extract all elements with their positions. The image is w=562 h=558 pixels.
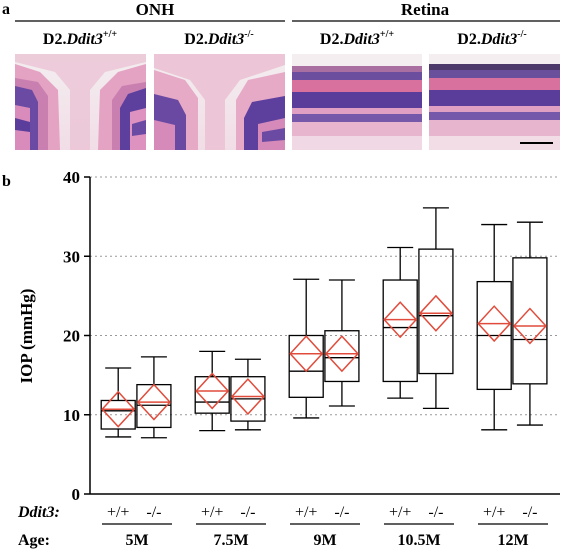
image-header-retina-ko: D2.Ddit3-/- [457,29,526,48]
image-header-retina-wt: D2.Ddit3+/+ [320,29,394,48]
y-tick-label: 20 [63,327,80,346]
genotype-label: -/- [146,504,161,521]
age-label: 12M [497,532,528,549]
box-5M-ko [136,356,172,439]
age-label: 7.5M [213,532,248,549]
genotype-row-label: Ddit3: [17,504,60,521]
box-plots [100,207,548,439]
genotype-label: -/- [334,504,349,521]
box-iqr [382,279,418,383]
age-label: 9M [313,532,336,549]
panel-a-label: a [2,1,10,18]
genotype-label: +/+ [483,504,506,521]
box-12M-wt [476,223,512,431]
box-9M-ko [324,279,360,407]
box-12M-ko [512,221,548,426]
age-label: 5M [125,532,148,549]
retina-ko-micrograph [429,54,560,150]
box-5M-wt [100,367,136,438]
box-10.5M-ko [418,207,454,410]
genotype-label: +/+ [201,504,224,521]
box-iqr [324,330,360,383]
box-10.5M-wt [382,246,418,399]
box-iqr [194,376,230,414]
x-axis: +/+ -/- 5M +/+ -/- 7.5M +/+ -/- 9M +/+ -/- 10.5M +/+… [102,504,548,549]
image-header-onh-wt: D2.Ddit3+/+ [43,29,117,48]
y-tick-label: 10 [63,406,80,425]
box-iqr [288,334,324,398]
panel-b-label: b [2,173,11,190]
onh-ko-micrograph [154,54,285,150]
y-tick-label: 30 [63,247,80,266]
genotype-label: -/- [240,504,255,521]
box-iqr [100,399,136,430]
image-header-onh-ko: D2.Ddit3-/- [184,29,253,48]
box-7.5M-ko [230,358,266,431]
genotype-label: -/- [522,504,537,521]
y-tick-label: 40 [63,168,80,187]
group-title-retina: Retina [401,0,450,19]
age-label: 10.5M [397,532,440,549]
age-row-label: Age: [18,532,50,549]
y-axis-label: IOP (mmHg) [17,289,36,384]
genotype-label: +/+ [389,504,412,521]
y-axis-ticks: 0 10 20 30 40 [63,168,90,504]
genotype-label: -/- [428,504,443,521]
genotype-label: +/+ [107,504,130,521]
box-iqr [512,257,548,385]
group-title-onh: ONH [136,0,175,19]
retina-wt-micrograph [292,54,422,150]
genotype-label: +/+ [295,504,318,521]
box-9M-wt [288,278,324,419]
onh-wt-micrograph [15,54,146,150]
box-7.5M-wt [194,350,230,432]
y-tick-label: 0 [72,485,81,504]
box-iqr [418,248,454,375]
